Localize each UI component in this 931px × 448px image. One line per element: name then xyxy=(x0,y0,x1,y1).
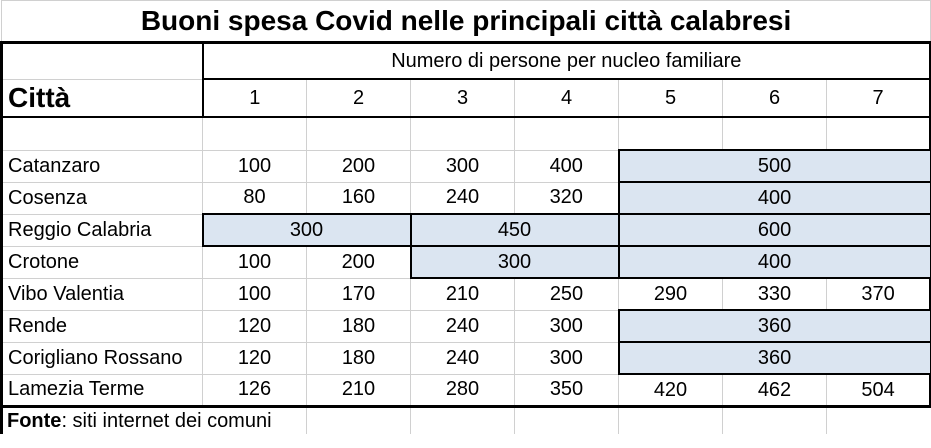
value-cell: 100 xyxy=(202,277,307,311)
source-label: Fonte xyxy=(7,409,62,432)
value-cell: 504 xyxy=(825,373,931,408)
table-row: Rende 120 180 240 300 360 xyxy=(0,309,931,343)
value-cell: 300 xyxy=(514,309,619,343)
value-cell: 330 xyxy=(722,277,827,311)
city-name: Reggio Calabria xyxy=(0,213,203,247)
merged-value-cell: 450 xyxy=(409,213,620,247)
person-count-header: 3 xyxy=(410,78,515,118)
person-count-header: 2 xyxy=(306,78,411,118)
table-row: Reggio Calabria 300 450 600 xyxy=(0,213,931,247)
value-cell: 250 xyxy=(514,277,619,311)
source-text: : siti internet dei comuni xyxy=(61,409,272,432)
table-row: Catanzaro 100 200 300 400 500 xyxy=(0,149,931,183)
value-cell: 240 xyxy=(410,181,515,215)
empty-cell xyxy=(514,116,619,151)
merged-value-cell: 600 xyxy=(617,213,931,247)
merged-value-cell: 400 xyxy=(617,181,931,215)
empty-cell xyxy=(410,405,515,434)
merged-value-cell: 500 xyxy=(617,149,931,183)
table-row: Vibo Valentia 100 170 210 250 290 330 37… xyxy=(0,277,931,311)
empty-cell xyxy=(825,405,931,434)
city-name: Cosenza xyxy=(0,181,203,215)
city-name: Corigliano Rossano xyxy=(0,341,203,375)
value-cell: 370 xyxy=(825,277,931,311)
city-name: Catanzaro xyxy=(0,149,203,183)
city-name: Vibo Valentia xyxy=(0,277,203,311)
merged-value-cell: 360 xyxy=(617,309,931,343)
city-name: Lamezia Terme xyxy=(0,373,203,408)
empty-cell xyxy=(722,116,827,151)
empty-cell xyxy=(618,405,723,434)
value-cell: 462 xyxy=(722,373,827,408)
value-cell: 180 xyxy=(306,309,411,343)
city-name: Crotone xyxy=(0,245,203,279)
value-cell: 80 xyxy=(202,181,307,215)
value-cell: 420 xyxy=(618,373,723,408)
city-name: Rende xyxy=(0,309,203,343)
value-cell: 350 xyxy=(514,373,619,408)
value-cell: 210 xyxy=(410,277,515,311)
merged-value-cell: 400 xyxy=(617,245,931,279)
value-cell: 100 xyxy=(202,149,307,183)
empty-cell xyxy=(410,116,515,151)
table-row: Crotone 100 200 300 400 xyxy=(0,245,931,279)
corner-cell xyxy=(0,41,204,80)
voucher-table: Buoni spesa Covid nelle principali città… xyxy=(0,0,931,434)
empty-cell xyxy=(306,116,411,151)
value-cell: 126 xyxy=(202,373,307,408)
value-cell: 170 xyxy=(306,277,411,311)
table-row: Corigliano Rossano 120 180 240 300 360 xyxy=(0,341,931,375)
person-count-header: 1 xyxy=(201,78,307,118)
table-row: Cosenza 80 160 240 320 400 xyxy=(0,181,931,215)
merged-value-cell: 300 xyxy=(409,245,620,279)
person-count-header: 4 xyxy=(514,78,619,118)
value-cell: 280 xyxy=(410,373,515,408)
value-cell: 120 xyxy=(202,341,307,375)
value-cell: 400 xyxy=(514,149,619,183)
column-group-header: Numero di persone per nucleo familiare xyxy=(201,41,931,80)
person-count-header: 5 xyxy=(618,78,723,118)
empty-cell xyxy=(514,405,619,434)
value-cell: 240 xyxy=(410,341,515,375)
person-count-header: 6 xyxy=(722,78,827,118)
person-count-header: 7 xyxy=(825,78,931,118)
value-cell: 100 xyxy=(202,245,307,279)
empty-cell xyxy=(825,116,931,151)
value-cell: 240 xyxy=(410,309,515,343)
empty-cell xyxy=(722,405,827,434)
value-cell: 300 xyxy=(514,341,619,375)
value-cell: 320 xyxy=(514,181,619,215)
source-row: Fonte: siti internet dei comuni xyxy=(0,405,931,434)
merged-value-cell: 360 xyxy=(617,341,931,375)
merged-value-cell: 300 xyxy=(201,213,412,247)
empty-cell xyxy=(0,116,203,151)
empty-cell xyxy=(306,405,411,434)
value-cell: 200 xyxy=(306,149,411,183)
empty-cell xyxy=(618,116,723,151)
table-row: Lamezia Terme 126 210 280 350 420 462 50… xyxy=(0,373,931,408)
page-title: Buoni spesa Covid nelle principali città… xyxy=(0,0,931,44)
value-cell: 180 xyxy=(306,341,411,375)
value-cell: 200 xyxy=(306,245,411,279)
city-column-header: Città xyxy=(0,78,204,118)
value-cell: 300 xyxy=(410,149,515,183)
value-cell: 160 xyxy=(306,181,411,215)
value-cell: 290 xyxy=(618,277,723,311)
empty-cell xyxy=(202,116,307,151)
value-cell: 210 xyxy=(306,373,411,408)
source-note: Fonte: siti internet dei comuni xyxy=(0,405,307,434)
value-cell: 120 xyxy=(202,309,307,343)
